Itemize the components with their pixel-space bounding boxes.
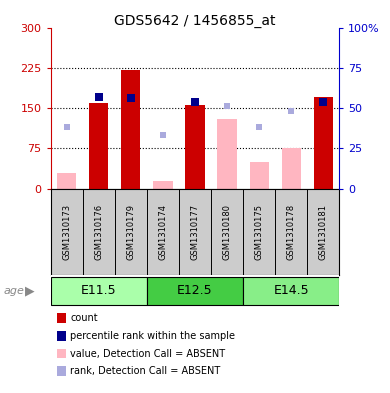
Bar [218,119,237,189]
Text: GSM1310175: GSM1310175 [255,204,264,260]
Text: GSM1310176: GSM1310176 [94,204,103,260]
Text: value, Detection Call = ABSENT: value, Detection Call = ABSENT [70,349,225,359]
Bar [250,162,269,189]
Text: GSM1310177: GSM1310177 [190,204,200,260]
Text: GSM1310174: GSM1310174 [158,204,167,260]
Text: ▶: ▶ [25,284,35,298]
Text: GSM1310178: GSM1310178 [287,204,296,260]
Bar [282,148,301,189]
Bar [153,180,172,189]
Text: count: count [70,313,98,323]
Text: E11.5: E11.5 [81,284,117,298]
Bar [51,277,147,305]
Text: rank, Detection Call = ABSENT: rank, Detection Call = ABSENT [70,366,220,376]
Text: GSM1310180: GSM1310180 [223,204,232,260]
Text: E12.5: E12.5 [177,284,213,298]
Text: GSM1310179: GSM1310179 [126,204,135,260]
Text: E14.5: E14.5 [273,284,309,298]
Bar [121,70,140,189]
Text: GSM1310173: GSM1310173 [62,204,71,260]
Bar [185,105,205,189]
Text: GDS5642 / 1456855_at: GDS5642 / 1456855_at [114,14,276,28]
Bar [147,277,243,305]
Text: GSM1310181: GSM1310181 [319,204,328,260]
Text: percentile rank within the sample: percentile rank within the sample [70,331,235,341]
Bar [89,103,108,189]
Bar [57,173,76,189]
Text: age: age [4,286,25,296]
Bar [314,97,333,189]
Bar [243,277,339,305]
